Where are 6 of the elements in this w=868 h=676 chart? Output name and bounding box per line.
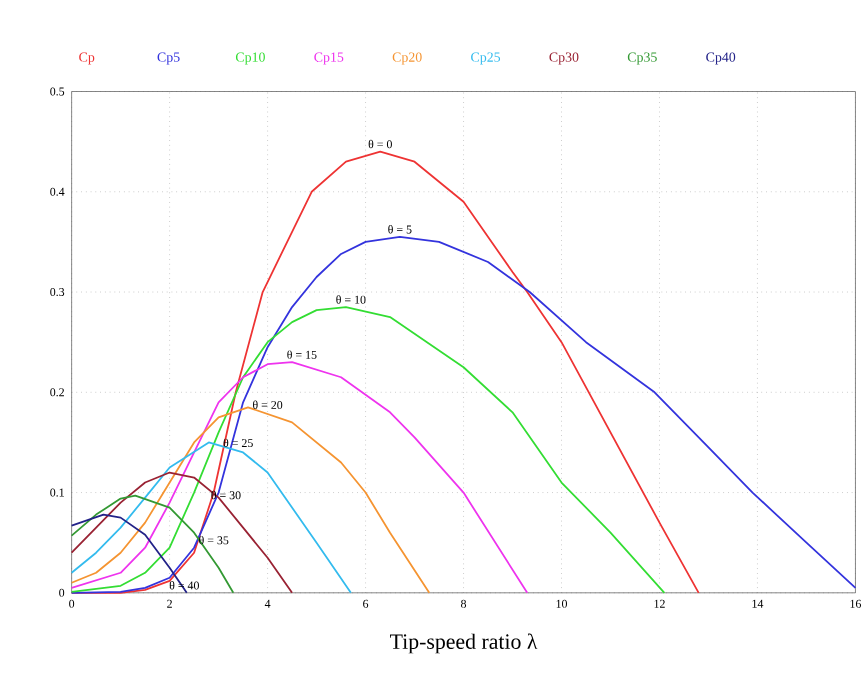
line-series	[70, 361, 529, 594]
line-series	[70, 235, 857, 594]
x-axis-title: Tip-speed ratio λ	[390, 633, 538, 654]
line-series	[70, 513, 188, 594]
line-series	[70, 306, 666, 594]
line-series	[70, 471, 293, 594]
